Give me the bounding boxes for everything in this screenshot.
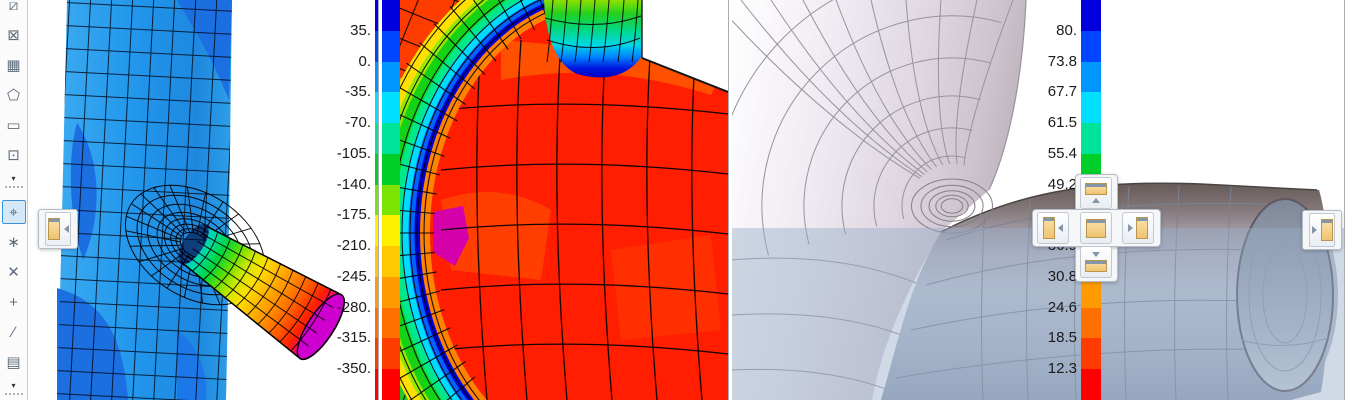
dock-target-right[interactable] (1122, 212, 1154, 244)
dock-target-top[interactable] (1080, 177, 1112, 209)
viewport-contour-detail[interactable]: 80.73.867.761.555.449.243.136.930.824.61… (381, 0, 1101, 400)
pick-meshed-region-icon[interactable]: ▦ (6, 57, 21, 74)
toolbar-separator (4, 393, 23, 395)
dock-pane-glyph (1043, 217, 1055, 239)
view-rotate-points-icon[interactable]: ∗ (7, 234, 20, 251)
dock-pane-glyph (1320, 219, 1333, 241)
dock-pane-glyph (1085, 183, 1107, 195)
arrow-down-icon (1092, 252, 1100, 257)
toolbar-separator (4, 186, 23, 188)
selection-toolbar: ⧄⊠▦⬠▭⊡▾⌖∗✕+∕▤▾a▣ (0, 0, 28, 400)
view-plane-icon[interactable]: + (9, 293, 18, 311)
dock-pane-glyph (1086, 218, 1106, 238)
dock-pane-glyph (47, 218, 60, 240)
dock-guide-cross (1032, 174, 1161, 282)
dock-target-inner (1309, 213, 1335, 247)
pick-diagonal-box-icon[interactable]: ⧄ (8, 0, 19, 14)
panel-edge-gutter (1344, 0, 1350, 400)
grid-values-icon[interactable]: ▤ (6, 354, 21, 371)
dock-preview-overlay (731, 228, 1344, 400)
viewport-wireframe[interactable] (731, 0, 1344, 400)
dock-target-left[interactable] (1037, 212, 1069, 244)
arrow-left-icon (63, 225, 69, 233)
arrow-right-icon (1311, 226, 1317, 234)
dock-target-center[interactable] (1080, 212, 1112, 244)
view-align-icon[interactable]: ⌖ (1, 200, 26, 224)
dock-target-right-edge[interactable] (1302, 210, 1342, 250)
pick-rectangle-icon[interactable]: ▭ (6, 117, 21, 134)
wireframe-canvas[interactable] (731, 0, 1344, 400)
arrow-right-icon (1128, 224, 1133, 232)
dock-target-inner (45, 212, 71, 246)
more-views-arrow-icon[interactable]: ▾ (11, 380, 16, 390)
view-vector-icon[interactable]: ∕ (12, 323, 15, 341)
view-axis-cross-icon[interactable]: ✕ (7, 264, 20, 281)
more-tools-arrow-icon[interactable]: ▾ (11, 173, 16, 183)
pick-polygon-icon[interactable]: ⬠ (6, 87, 21, 104)
viewport-divider[interactable] (728, 0, 732, 400)
dock-pane-glyph (1085, 260, 1107, 272)
arrow-left-icon (1058, 224, 1063, 232)
pick-crossed-box-icon[interactable]: ⊠ (7, 27, 20, 44)
contour-detail-canvas[interactable] (381, 0, 728, 400)
pick-box-point-icon[interactable]: ⊡ (7, 147, 20, 164)
dock-target-left-edge[interactable] (38, 209, 78, 249)
branch-pipe (178, 223, 345, 361)
viewport-divider[interactable] (378, 0, 382, 400)
viewport-contour-model[interactable]: 35. 0. -35. -70. -105. -140. -175. -210. -245. -2… (27, 0, 400, 400)
arrow-up-icon (1092, 198, 1100, 203)
dock-pane-glyph (1136, 217, 1148, 239)
dock-target-bottom[interactable] (1080, 246, 1112, 278)
contour-model-canvas[interactable] (27, 0, 378, 400)
